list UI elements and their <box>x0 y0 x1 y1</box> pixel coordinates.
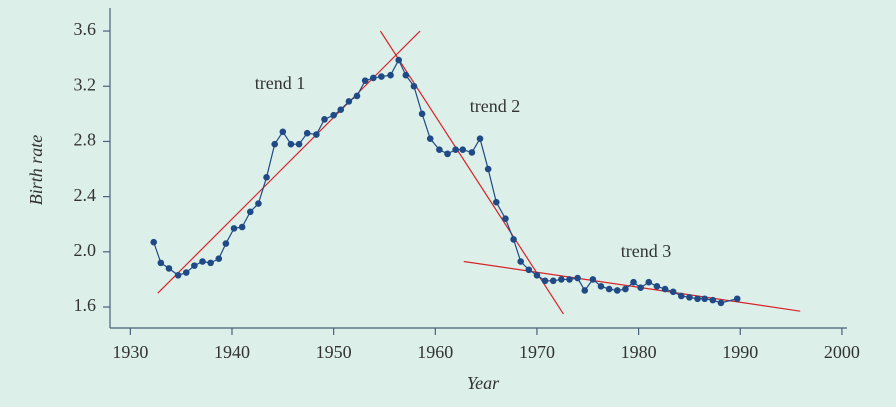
data-point <box>150 238 158 246</box>
data-point <box>165 265 173 272</box>
data-point <box>678 292 685 300</box>
y-tick-label: 3.6 <box>74 19 97 39</box>
data-point <box>630 278 637 286</box>
data-point <box>321 116 328 123</box>
data-point <box>533 271 541 279</box>
data-point <box>525 266 533 274</box>
data-point <box>709 296 717 304</box>
data-point <box>157 259 165 267</box>
data-point <box>271 140 278 148</box>
data-point <box>733 295 741 303</box>
y-tick-label: 2.0 <box>74 240 97 260</box>
trend-line <box>379 30 564 315</box>
data-point <box>574 274 581 282</box>
data-point <box>468 149 476 156</box>
trend-line <box>157 30 421 294</box>
data-point <box>418 110 426 118</box>
data-point <box>191 262 198 269</box>
x-tick-label: 2000 <box>824 342 860 362</box>
data-point <box>426 135 434 142</box>
data-point <box>436 146 443 154</box>
data-point <box>661 285 669 293</box>
trend-line <box>463 260 801 312</box>
data-point <box>645 278 653 286</box>
y-axis-label: Birth rate <box>26 135 46 206</box>
data-point <box>337 106 345 113</box>
data-point <box>395 56 403 64</box>
x-tick-label: 1940 <box>214 342 250 362</box>
x-tick-label: 1990 <box>722 342 758 362</box>
data-point <box>558 276 565 283</box>
x-tick-label: 1960 <box>417 342 453 362</box>
data-point <box>238 223 246 231</box>
data-point <box>566 276 573 283</box>
data-point <box>387 71 394 79</box>
data-point <box>605 285 613 293</box>
data-point <box>287 140 295 148</box>
data-point <box>622 285 629 293</box>
data-point <box>378 73 385 80</box>
data-point <box>701 295 708 303</box>
x-tick-label: 1930 <box>112 342 148 362</box>
data-point <box>484 165 492 173</box>
data-point <box>517 258 524 265</box>
x-tick-label: 1970 <box>519 342 555 362</box>
data-point <box>207 259 214 267</box>
data-point <box>589 276 597 283</box>
data-point <box>476 135 484 142</box>
data-point <box>492 198 500 206</box>
y-tick-label: 2.8 <box>74 130 97 150</box>
y-tick-label: 1.6 <box>74 295 97 315</box>
data-point <box>452 146 459 154</box>
data-point <box>174 271 182 279</box>
data-point <box>222 240 230 247</box>
data-point <box>410 82 418 90</box>
y-tick-label: 2.4 <box>74 185 97 205</box>
trend-label: trend 3 <box>621 241 671 261</box>
x-axis-label: Year <box>467 373 500 393</box>
data-point <box>230 225 238 232</box>
data-point <box>303 129 311 137</box>
data-point <box>199 258 206 265</box>
data-point <box>361 77 369 85</box>
data-point <box>549 277 557 285</box>
data-point <box>313 131 320 138</box>
data-point <box>353 92 361 100</box>
data-line <box>153 58 738 304</box>
data-point <box>182 269 190 276</box>
x-tick-label: 1950 <box>316 342 352 362</box>
data-point <box>694 295 701 303</box>
y-tick-label: 3.2 <box>74 74 97 94</box>
data-point <box>541 277 549 285</box>
data-point <box>502 215 509 223</box>
data-point <box>510 236 517 243</box>
data-point <box>717 299 725 307</box>
data-point <box>295 140 303 148</box>
x-tick-label: 1980 <box>621 342 657 362</box>
data-point <box>330 111 337 119</box>
data-point <box>581 287 589 294</box>
data-point <box>686 294 693 301</box>
data-point <box>255 200 262 207</box>
data-point <box>402 71 410 79</box>
trend-label: trend 2 <box>470 96 520 116</box>
data-point <box>246 208 254 216</box>
data-point <box>279 128 287 136</box>
trend-label: trend 1 <box>255 73 305 93</box>
data-point <box>369 74 377 82</box>
data-point <box>263 174 270 181</box>
data-point <box>653 283 661 290</box>
data-point <box>215 255 223 263</box>
data-point <box>669 288 677 296</box>
data-point <box>444 150 451 158</box>
data-point <box>345 98 353 105</box>
data-point <box>597 283 605 290</box>
data-point <box>613 287 621 294</box>
data-point <box>459 146 467 154</box>
data-point <box>637 284 644 292</box>
